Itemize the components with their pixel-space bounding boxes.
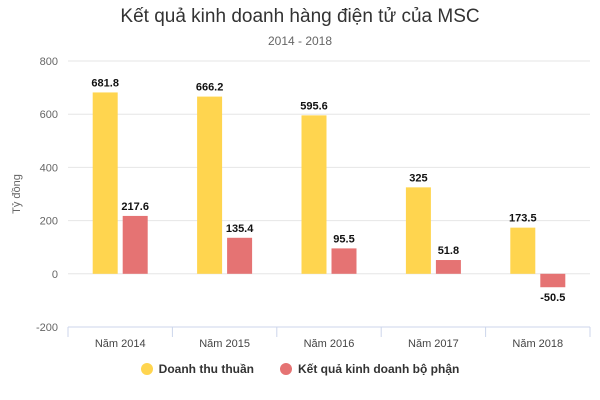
legend-marker-revenue (140, 363, 153, 375)
data-label: 51.8 (438, 245, 459, 257)
data-label: 325 (409, 172, 427, 184)
bar-revenue (510, 227, 536, 274)
legend-item-revenue[interactable]: Doanh thu thuần (140, 362, 254, 376)
bar-segment-result (540, 273, 566, 288)
data-label: 135.4 (226, 223, 254, 235)
chart-title: Kết quả kinh doanh hàng điện tử của MSC (120, 6, 480, 27)
legend-label-revenue: Doanh thu thuần (158, 362, 254, 376)
y-axis-label: Tỷ đồng (11, 174, 23, 214)
y-tick-label: 0 (52, 269, 58, 281)
legend-marker-segment-result (280, 363, 292, 375)
data-label: -50.5 (540, 292, 565, 304)
y-tick-label: -200 (36, 322, 58, 334)
bar-revenue (92, 92, 118, 274)
x-tick-label: Năm 2015 (199, 338, 250, 350)
data-label: 595.6 (300, 100, 328, 112)
legend-item-segment-result[interactable]: Kết quả kinh doanh bộ phận (280, 362, 459, 376)
data-label: 173.5 (509, 213, 537, 225)
bar-segment-result (122, 215, 148, 274)
legend: Doanh thu thuần Kết quả kinh doanh bộ ph… (0, 362, 600, 376)
data-label: 666.2 (196, 82, 224, 94)
x-tick-label: Năm 2016 (304, 338, 355, 350)
bar-revenue (301, 115, 327, 274)
y-tick-label: 800 (40, 56, 58, 68)
chart-subtitle: 2014 - 2018 (267, 34, 333, 48)
x-tick-label: Năm 2017 (408, 338, 459, 350)
data-label: 95.5 (333, 233, 354, 245)
data-label: 217.6 (121, 201, 149, 213)
data-label: 681.8 (91, 77, 119, 89)
y-tick-label: 600 (40, 109, 58, 121)
y-tick-label: 200 (40, 216, 58, 228)
bar-segment-result (435, 260, 461, 274)
bar-revenue (197, 96, 223, 274)
y-tick-label: 400 (40, 162, 58, 174)
bar-revenue (405, 187, 431, 274)
x-tick-label: Năm 2018 (512, 338, 563, 350)
legend-label-segment-result: Kết quả kinh doanh bộ phận (298, 362, 460, 376)
x-tick-label: Năm 2014 (95, 338, 146, 350)
bar-segment-result (227, 237, 253, 274)
bar-segment-result (331, 248, 357, 274)
